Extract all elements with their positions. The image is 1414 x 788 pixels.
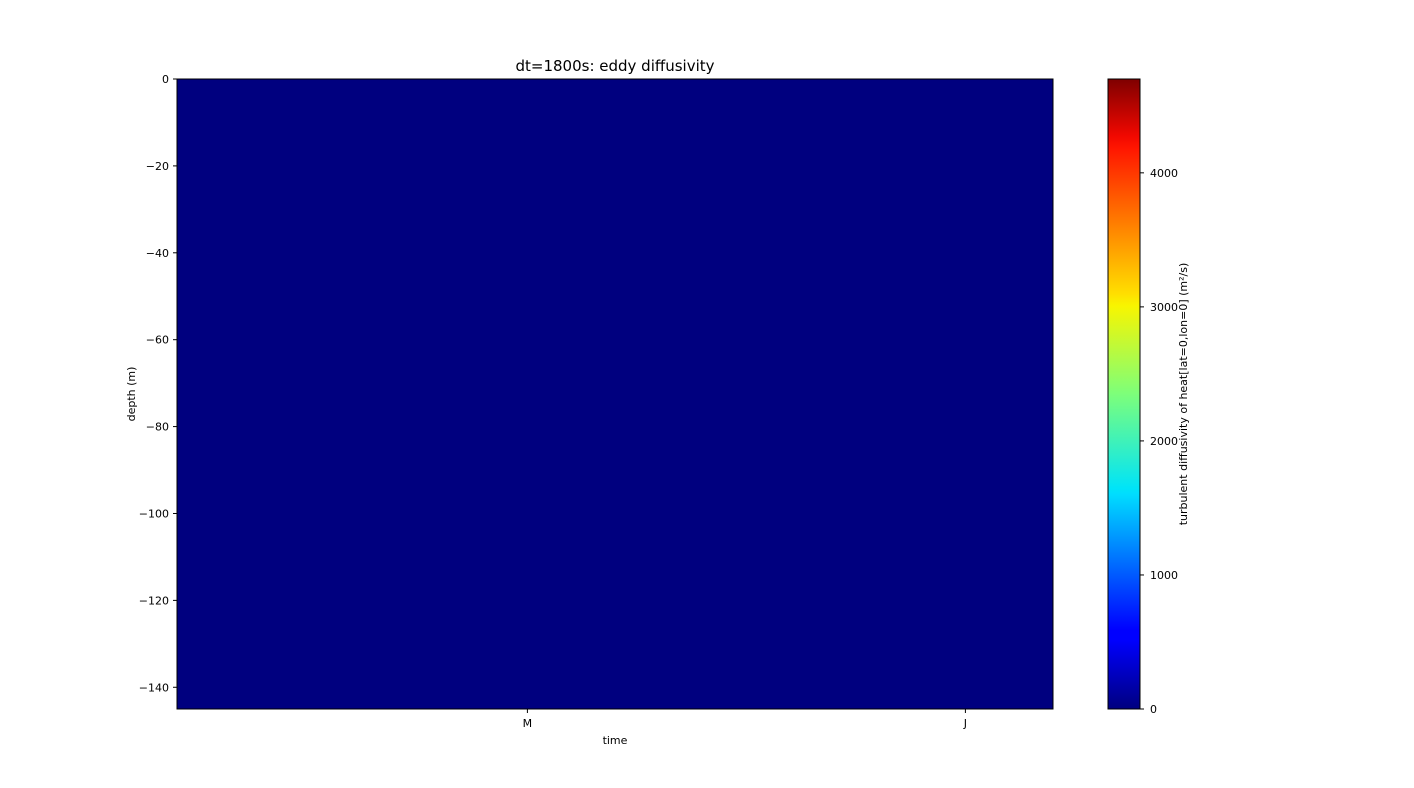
colorbar-label: turbulent diffusivity of heat[lat=0,lon=… bbox=[1177, 263, 1190, 526]
y-tick-label: −60 bbox=[146, 334, 169, 347]
y-axis-label: depth (m) bbox=[125, 367, 138, 422]
x-axis-label: time bbox=[603, 734, 628, 747]
y-tick-label: −140 bbox=[139, 681, 169, 694]
y-tick-label: −80 bbox=[146, 421, 169, 434]
colorbar-tick-label: 3000 bbox=[1150, 301, 1178, 314]
y-tick-label: −20 bbox=[146, 160, 169, 173]
x-tick-label: M bbox=[523, 717, 533, 730]
y-tick-label: −120 bbox=[139, 594, 169, 607]
x-tick-label: J bbox=[963, 717, 967, 730]
colorbar-tick-label: 0 bbox=[1150, 703, 1157, 716]
colorbar-tick-label: 4000 bbox=[1150, 167, 1178, 180]
y-tick-label: −40 bbox=[146, 247, 169, 260]
heatmap-field bbox=[177, 79, 1053, 709]
y-axis: 0 −20 −40 −60 −80 −100 −120 −140 bbox=[139, 73, 177, 694]
y-tick-label: 0 bbox=[162, 73, 169, 86]
colorbar-tick-label: 1000 bbox=[1150, 569, 1178, 582]
colorbar-tick-label: 2000 bbox=[1150, 435, 1178, 448]
plot-frame bbox=[176, 78, 1054, 710]
colorbar-axis: 0 1000 2000 3000 4000 bbox=[1140, 167, 1178, 716]
chart-title: dt=1800s: eddy diffusivity bbox=[515, 57, 714, 75]
colorbar bbox=[1107, 78, 1141, 710]
y-tick-label: −100 bbox=[139, 507, 169, 520]
